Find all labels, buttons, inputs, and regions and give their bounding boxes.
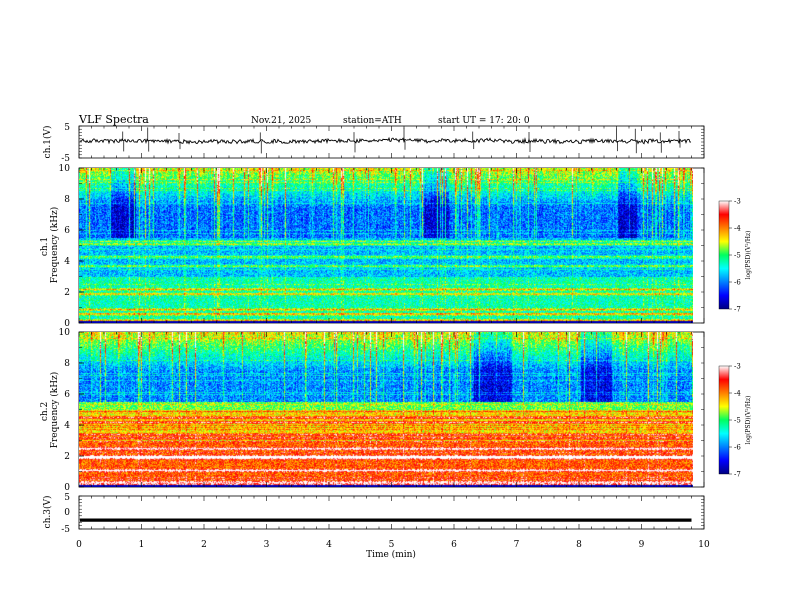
ch3-waveform-panel: 5 0 -5 ch.3(V) — [42, 493, 705, 535]
ch1-spectrogram-ytick-labels: 0 2 4 6 8 10 — [59, 164, 84, 329]
x-tick-label: 3 — [264, 540, 270, 550]
x-tick-label: 4 — [326, 540, 332, 550]
colorbar-tick-label: -6 — [734, 444, 741, 452]
spectrogram-ytick-label: 2 — [64, 452, 70, 462]
ch1-ytick-bottom: -5 — [61, 154, 70, 164]
ch2-spectrogram-ylabel-line2: Frequency (kHz) — [49, 372, 60, 449]
colorbar-tick-label: -7 — [734, 471, 741, 479]
ch1-spectrogram-image — [79, 168, 693, 323]
colorbar-tick-label: -5 — [734, 252, 741, 260]
spectrogram-ytick-label: 0 — [64, 319, 70, 329]
x-tick-label: 2 — [201, 540, 207, 550]
ch2-spectrogram-ylabel: ch.2 Frequency (kHz) — [40, 372, 60, 449]
ch3-ytick-bottom: -5 — [61, 525, 70, 535]
spectrogram-ytick-label: 4 — [64, 257, 70, 267]
x-tick-label: 8 — [576, 540, 582, 550]
colorbar-tick-label: -4 — [734, 390, 741, 398]
ch1-spectrogram-ylabel: ch.1 Frequency (kHz) — [40, 207, 60, 284]
ch1-waveform-ticks — [78, 125, 705, 159]
ch1-colorbar-ticks: -3 -4 -5 -6 -7 — [729, 198, 741, 314]
ch3-waveform-ticks — [78, 495, 705, 530]
spectrogram-ytick-label: 0 — [64, 483, 70, 493]
spectrogram-ytick-label: 4 — [64, 421, 70, 431]
ch1-waveform-trace — [79, 136, 692, 145]
ch1-ytick-top: 5 — [64, 123, 70, 133]
spectrogram-ytick-label: 10 — [59, 164, 71, 174]
ch1-colorbar — [718, 200, 730, 310]
start-time-label: start UT = 17: 20: 0 — [438, 116, 530, 126]
ch1-spectrogram-ylabel-line2: Frequency (kHz) — [49, 207, 60, 284]
x-tick-label: 0 — [76, 540, 82, 550]
spectrogram-ytick-label: 6 — [64, 226, 70, 236]
ch2-spectrogram-ticks — [78, 331, 705, 488]
x-tick-label: 10 — [698, 540, 710, 550]
x-tick-label: 1 — [139, 540, 145, 550]
ch1-spectrogram-ylabel-line1: ch.1 — [40, 237, 50, 256]
ch1-waveform-ylabel: ch.1(V) — [42, 126, 53, 159]
ch3-ytick-mid: 0 — [64, 508, 70, 518]
spectrogram-ytick-label: 6 — [64, 390, 70, 400]
station-label: station=ATH — [343, 116, 402, 126]
colorbar-tick-label: -5 — [734, 417, 741, 425]
spectrogram-ytick-label: 10 — [59, 328, 71, 338]
colorbar-tick-label: -7 — [734, 306, 741, 314]
colorbar-tick-label: -3 — [734, 198, 741, 206]
colorbar-tick-label: -4 — [734, 225, 741, 233]
colorbar-tick-label: -3 — [734, 363, 741, 371]
spectrogram-ytick-label: 2 — [64, 288, 70, 298]
figure-title: VLF Spectra — [78, 113, 149, 126]
x-axis-label: Time (min) — [366, 549, 416, 560]
x-axis-tick-labels: 0 1 2 3 4 5 6 7 8 9 10 — [76, 540, 710, 550]
ch1-waveform-line-group — [79, 127, 692, 154]
ch2-spectrogram-image — [79, 332, 693, 487]
ch2-colorbar — [718, 365, 730, 475]
x-tick-label: 9 — [639, 540, 645, 550]
ch2-colorbar-ticks: -3 -4 -5 -6 -7 — [729, 363, 741, 479]
x-tick-label: 7 — [514, 540, 520, 550]
ch3-ytick-top: 5 — [64, 493, 70, 503]
ch1-spectrogram-ticks — [78, 167, 705, 324]
colorbar-tick-label: -6 — [734, 279, 741, 287]
spectrogram-ytick-label: 8 — [64, 195, 70, 205]
ch2-spectrogram-ytick-labels: 0 2 4 6 8 10 — [59, 328, 84, 493]
ch1-colorbar-label: log(PSD)(V²/Hz) — [745, 231, 752, 280]
x-tick-label: 5 — [389, 540, 395, 550]
ch3-waveform-ylabel: ch.3(V) — [42, 496, 53, 529]
ch2-colorbar-label: log(PSD)(V²/Hz) — [745, 396, 752, 445]
x-tick-label: 6 — [451, 540, 457, 550]
ch1-waveform-panel: 5 -5 ch.1(V) — [42, 123, 705, 164]
ch2-spectrogram-ylabel-line1: ch.2 — [40, 402, 50, 421]
date-label: Nov.21, 2025 — [251, 116, 312, 126]
spectrogram-ytick-label: 8 — [64, 359, 70, 369]
